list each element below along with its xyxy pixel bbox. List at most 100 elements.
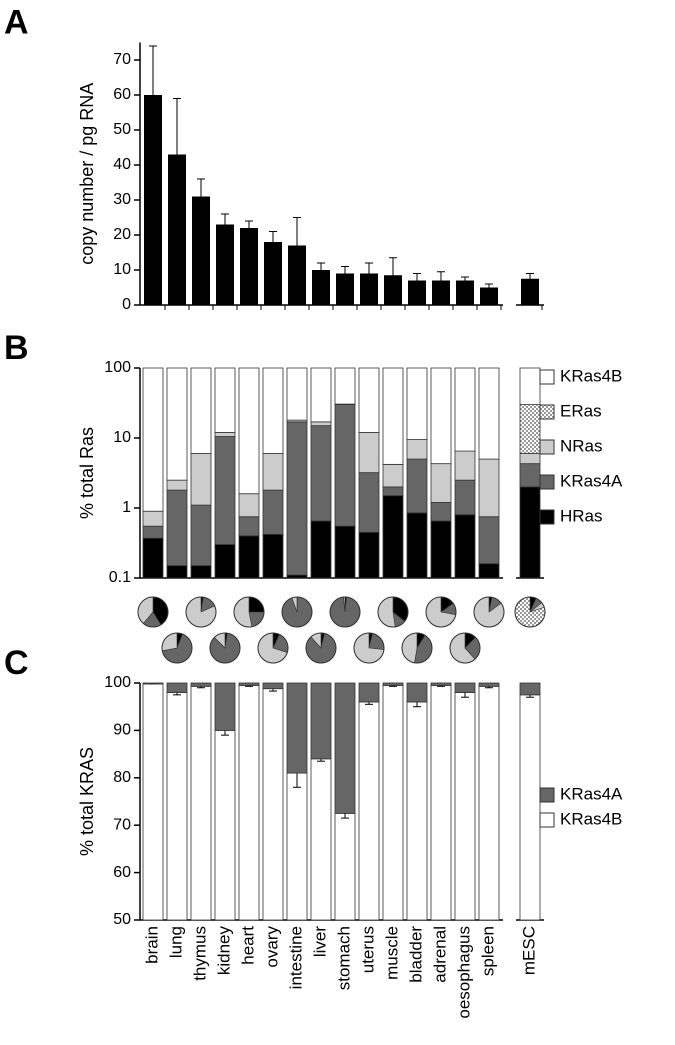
bar-segment	[142, 682, 164, 685]
bar-segment	[382, 682, 404, 686]
bar-segment	[478, 458, 500, 518]
y-tick-label: 30	[113, 191, 131, 208]
bar-segment	[262, 533, 284, 579]
bar-segment	[358, 472, 380, 533]
bar-segment	[262, 688, 284, 921]
pie-wedge	[233, 596, 253, 628]
bar-segment	[382, 486, 404, 497]
bar-segment	[358, 367, 380, 433]
bar-segment	[310, 425, 332, 522]
error-bar	[365, 262, 373, 285]
bar-segment	[214, 544, 236, 579]
error-bar	[221, 213, 229, 236]
x-tick-label: ovary	[262, 926, 281, 968]
bar-segment	[454, 479, 476, 516]
bar-segment	[334, 525, 356, 579]
x-tick-label: spleen	[478, 926, 497, 976]
bar-segment	[238, 535, 260, 579]
bar	[192, 196, 210, 305]
bar-segment	[238, 516, 260, 537]
legend-swatch	[539, 787, 555, 803]
bar-segment	[190, 367, 212, 454]
bar-segment	[262, 453, 284, 491]
y-tick-label: 90	[113, 722, 131, 739]
error-bar	[437, 271, 445, 290]
pie-outline	[257, 632, 289, 664]
legend-label: KRas4B	[560, 366, 622, 385]
bar-segment	[166, 682, 188, 693]
bar-segment	[358, 701, 380, 921]
bar-segment	[406, 439, 428, 460]
pie-outline	[281, 596, 313, 628]
y-tick-label: 60	[113, 864, 131, 881]
legend-swatch	[539, 404, 555, 420]
bar	[288, 245, 306, 305]
bar-segment	[310, 758, 332, 921]
y-tick-label: 20	[113, 226, 131, 243]
y-tick-label: 80	[113, 769, 131, 786]
bar-segment	[214, 367, 236, 433]
pie-outline	[161, 632, 193, 664]
y-tick-label: 70	[113, 51, 131, 68]
pie-outline	[514, 596, 546, 628]
pie-wedge	[161, 632, 178, 652]
pie-outline	[329, 596, 361, 628]
bar-segment	[478, 685, 500, 921]
pie-wedge	[401, 632, 418, 664]
bar-segment	[430, 502, 452, 522]
bar	[312, 270, 330, 305]
y-tick-label: 1	[122, 499, 131, 516]
bar-segment	[382, 495, 404, 579]
bar-segment	[454, 514, 476, 579]
x-tick-label: liver	[310, 926, 329, 958]
panel-letter: C	[4, 644, 29, 682]
legend-swatch	[539, 474, 555, 490]
bar-segment	[358, 531, 380, 579]
bar-segment	[406, 512, 428, 579]
bar-segment	[519, 367, 541, 406]
y-axis-label: % total Ras	[77, 427, 97, 519]
bar-segment	[406, 458, 428, 514]
x-tick-label: adrenal	[430, 926, 449, 983]
bar-segment	[310, 367, 332, 423]
y-tick-label: 0.1	[109, 569, 131, 586]
bar-segment	[214, 682, 236, 731]
bar-segment	[310, 520, 332, 579]
bar	[168, 154, 186, 305]
legend-swatch	[539, 509, 555, 525]
y-tick-label: 50	[113, 121, 131, 138]
bar-segment	[238, 684, 260, 921]
bar-segment	[238, 367, 260, 495]
bar	[456, 280, 474, 305]
panel-letter: A	[4, 3, 29, 41]
bar-segment	[519, 453, 541, 465]
y-tick-label: 0	[122, 296, 131, 313]
bar-segment	[406, 367, 428, 440]
bar-segment	[214, 436, 236, 546]
bar-segment	[262, 682, 284, 690]
y-tick-label: 60	[113, 86, 131, 103]
error-bar	[197, 178, 205, 215]
legend-label: KRas4A	[560, 784, 623, 803]
bar-segment	[334, 682, 356, 814]
bar-segment	[238, 682, 260, 686]
pie-outline	[305, 632, 337, 664]
pie-outline	[233, 596, 265, 628]
bar-segment	[382, 684, 404, 921]
error-bar	[485, 283, 493, 292]
bar	[216, 224, 234, 305]
bar-segment	[519, 486, 541, 579]
x-tick-label: thymus	[190, 926, 209, 981]
bar	[408, 280, 426, 305]
bar-segment	[310, 682, 332, 760]
bar-segment	[334, 367, 356, 405]
y-tick-label: 40	[113, 156, 131, 173]
bar-segment	[406, 682, 428, 703]
legend-swatch	[539, 369, 555, 385]
bar	[480, 287, 498, 305]
bar-segment	[142, 510, 164, 527]
bar-segment	[166, 367, 188, 481]
bar-segment	[166, 489, 188, 567]
y-axis-label: % total KRAS	[77, 747, 97, 856]
error-bar	[149, 45, 157, 145]
